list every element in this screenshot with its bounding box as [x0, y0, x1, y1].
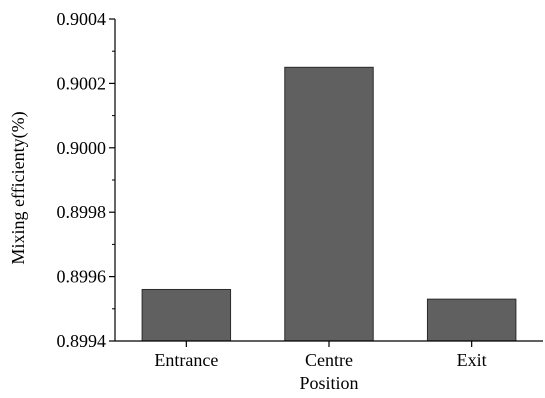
bar-entrance	[141, 288, 232, 342]
y-tick-label: 0.9002	[57, 73, 107, 93]
y-tick-label: 0.9000	[57, 138, 107, 158]
x-tick-label-entrance: Entrance	[154, 350, 218, 370]
y-tick-label: 0.9004	[57, 9, 107, 29]
x-tick-label-exit: Exit	[457, 350, 487, 370]
x-axis-label: Position	[299, 373, 358, 393]
y-tick-label: 0.8994	[57, 331, 107, 351]
y-ticks-group: 0.8994 0.8996 0.8998 0.9000 0.9002 0.9004	[57, 9, 115, 351]
x-ticks-group: Entrance Centre Exit	[154, 341, 487, 370]
y-tick-label: 0.8996	[57, 267, 107, 287]
y-axis-label: Mixing efficienty(%)	[8, 111, 29, 264]
bar-centre	[284, 66, 374, 342]
bar-exit	[426, 298, 517, 342]
y-tick-label: 0.8998	[57, 202, 107, 222]
bars-group	[141, 66, 517, 342]
x-tick-label-centre: Centre	[305, 350, 353, 370]
